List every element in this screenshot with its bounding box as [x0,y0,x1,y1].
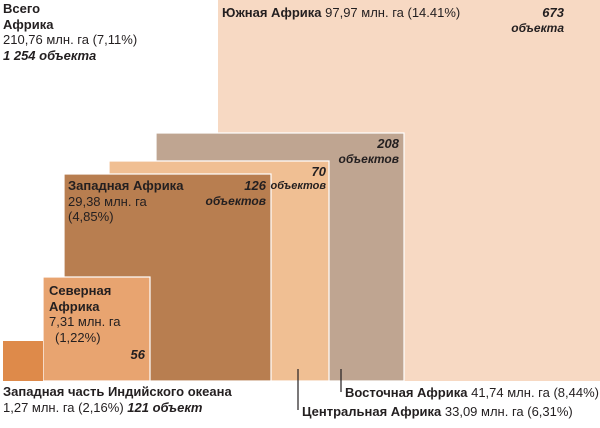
western-africa-pct: (4,85%) [68,209,114,225]
western-africa-name: Западная Африка [68,178,184,193]
central-africa-count: 70 [311,164,326,179]
eastern-africa-label: Восточная Африка 41,74 млн. га (8,44%) [345,385,599,401]
northern-africa-name-2: Африка [49,298,100,314]
eastern-africa-name: Восточная Африка [345,385,468,400]
total-area: 210,76 млн. га (7,11%) [3,32,138,48]
total-label: Всего Африка 210,76 млн. га (7,11%) 1 25… [3,1,137,63]
southern-africa-name: Южная Африка [222,5,322,20]
central-africa-label: Центральная Африка 33,09 млн. га (6,31%) [302,404,573,420]
northern-africa-label: Северная Африка 7,31 млн. га (1,22%) [49,283,121,345]
square-northern-africa [42,276,151,382]
eastern-africa-objects: 208 объектов [339,136,399,166]
western-indian-ocean-area: 1,27 млн. га (2,16%) [3,399,124,415]
northern-africa-name-1: Северная [49,283,112,298]
northern-africa-count: 56 [130,347,145,362]
western-indian-ocean-label: Западная часть Индийского океана 1,27 мл… [3,384,232,415]
eastern-africa-area: 41,74 млн. га (8,44%) [471,385,599,400]
western-africa-area: 29,38 млн. га [68,193,147,209]
western-africa-count: 126 [244,178,266,193]
western-indian-ocean-objects: 121 объект [127,399,203,415]
central-africa-name: Центральная Африка [302,404,442,419]
western-africa-objects: 126 объектов [206,178,266,208]
southern-africa-area: 97,97 млн. га (14.41%) [325,5,461,20]
southern-africa-objects: 673 объекта [511,5,564,35]
eastern-africa-count: 208 [377,136,399,151]
northern-africa-area: 7,31 млн. га [49,314,121,330]
western-africa-count-word: объектов [205,193,266,208]
western-africa-label: Западная Африка 29,38 млн. га (4,85%) [68,178,183,225]
southern-africa-label: Южная Африка 97,97 млн. га (14.41%) [222,5,460,21]
western-indian-ocean-name: Западная часть Индийского океана [3,384,232,399]
eastern-africa-count-word: объектов [338,151,399,166]
central-africa-area: 33,09 млн. га (6,31%) [444,404,573,419]
total-line2: Африка [3,16,54,32]
total-line1: Всего [3,1,41,16]
square-western-indian-ocean [3,341,43,381]
southern-africa-count: 673 [542,5,564,20]
central-africa-count-word: объектов [270,179,326,192]
southern-africa-count-word: объекта [511,20,564,35]
central-africa-objects: 70 объектов [271,164,326,193]
northern-africa-pct: (1,22%) [55,329,101,345]
total-objects: 1 254 объекта [3,47,97,63]
